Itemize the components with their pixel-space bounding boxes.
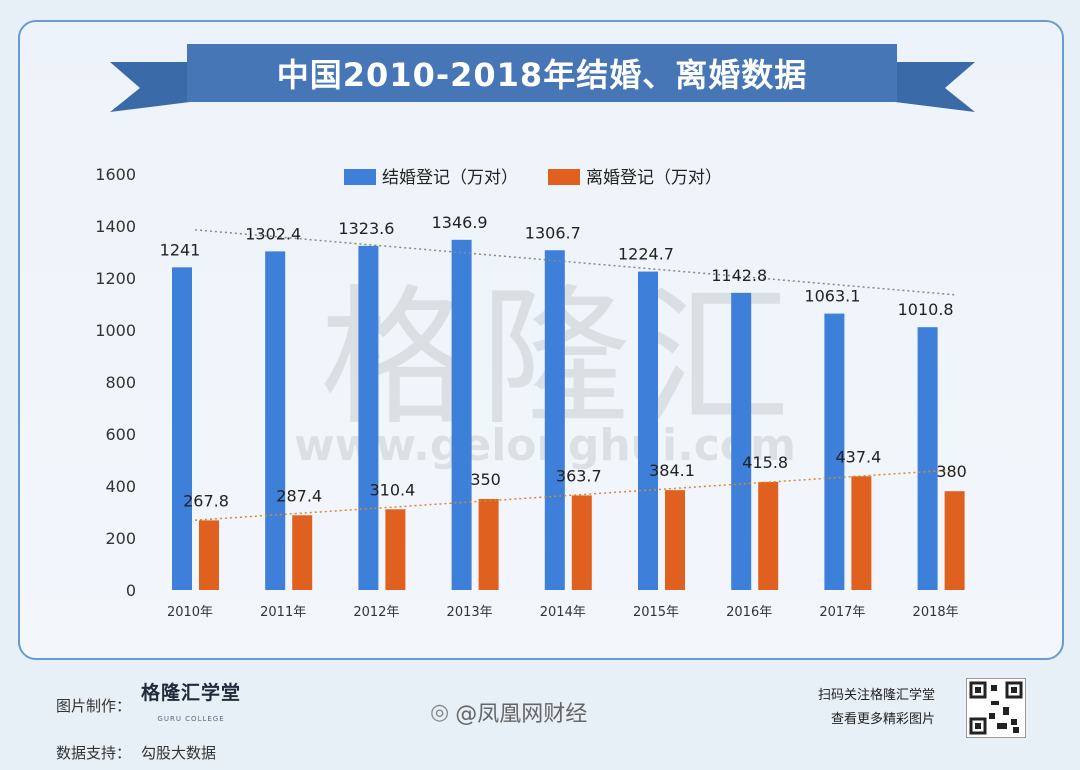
trendlines <box>194 229 956 521</box>
x-tick-label: 2011年 <box>260 605 306 620</box>
weibo-credit: ◎ @凤凰网财经 <box>430 696 587 728</box>
weibo-handle: @凤凰网财经 <box>455 702 588 727</box>
maker-brand-block: 格隆汇学堂 GURU COLLEGE <box>141 676 241 736</box>
x-tick-label: 2015年 <box>633 605 679 620</box>
divorce-value-label: 415.8 <box>742 453 788 472</box>
y-tick-label: 1000 <box>95 321 136 340</box>
x-tick-label: 2012年 <box>353 605 399 620</box>
divorce-value-label: 287.4 <box>276 486 322 505</box>
legend: 结婚登记（万对） 离婚登记（万对） <box>344 168 722 188</box>
marriage-value-label: 1010.8 <box>898 300 954 319</box>
qr-caption: 扫码关注格隆汇学堂 查看更多精彩图片 <box>818 684 935 732</box>
marriage-bar <box>917 327 938 590</box>
y-tick-label: 0 <box>126 581 136 600</box>
divorce-bar <box>199 520 219 590</box>
divorce-bar <box>571 495 592 590</box>
y-tick-label: 400 <box>105 477 136 496</box>
y-axis: 0 200 400 600 800 1000 1200 1400 1600 <box>95 165 136 600</box>
marriage-bar <box>358 245 379 590</box>
y-tick-label: 200 <box>105 529 136 548</box>
y-tick-label: 1200 <box>95 269 136 288</box>
divorce-value-label: 363.7 <box>556 466 602 485</box>
divorce-bar <box>385 509 406 590</box>
chart-canvas: 格隆汇 www.gelonghui.com 020040060080010001… <box>95 44 975 620</box>
y-tick-label: 600 <box>105 425 136 444</box>
y-tick-label: 1400 <box>95 217 136 236</box>
maker-brand-sub: GURU COLLEGE <box>157 715 225 723</box>
divorce-bar <box>292 515 313 590</box>
legend-marriage-swatch <box>344 169 376 185</box>
x-axis-labels: 2010年 2011年 2012年 2013年 2014年 2015年 2016年 2017年… <box>167 605 959 620</box>
footer-credits: 图片制作： 格隆汇学堂 GURU COLLEGE 数据支持： 勾股大数据 <box>56 676 241 770</box>
x-tick-label: 2014年 <box>540 605 586 620</box>
source-value: 勾股大数据 <box>141 744 217 762</box>
chart-frame <box>18 20 1064 660</box>
divorce-bar <box>478 499 499 590</box>
marriage-value-label: 1224.7 <box>618 245 674 264</box>
marriage-value-label: 1302.4 <box>245 224 301 243</box>
marriage-trendline <box>194 229 956 296</box>
marriage-bar <box>265 251 286 590</box>
marriage-value-label: 1306.7 <box>525 223 581 242</box>
divorce-bar <box>758 481 779 590</box>
marriage-bar <box>172 267 192 590</box>
y-tick-label: 800 <box>105 373 136 392</box>
maker-brand: 格隆汇学堂 <box>141 682 242 704</box>
x-tick-label: 2013年 <box>447 605 493 620</box>
divorce-value-label: 437.4 <box>835 447 881 466</box>
marriage-bar <box>638 271 658 590</box>
qr-line2: 查看更多精彩图片 <box>831 712 936 727</box>
legend-marriage-label: 结婚登记（万对） <box>382 168 518 188</box>
marriage-bar <box>824 313 845 590</box>
x-tick-label: 2016年 <box>726 605 772 620</box>
marriage-value-label: 1241 <box>160 240 201 259</box>
source-label: 数据支持： <box>56 744 132 762</box>
x-tick-label: 2018年 <box>913 605 959 620</box>
weibo-icon: ◎ <box>430 699 450 725</box>
divorce-value-label: 380 <box>936 462 967 481</box>
marriage-bar <box>731 292 752 590</box>
title-ribbon <box>110 44 975 112</box>
divorce-value-label: 384.1 <box>649 461 695 480</box>
marriage-value-label: 1346.9 <box>432 213 488 232</box>
marriage-value-label: 1063.1 <box>804 287 860 306</box>
marriage-value-label: 1323.6 <box>338 219 394 238</box>
x-tick-label: 2010年 <box>167 605 213 620</box>
marriage-bar <box>544 250 565 590</box>
legend-divorce-swatch <box>548 169 580 185</box>
value-labels: 1241 267.8 1302.4 287.4 1323.6 310.4 1346.9 350… <box>160 213 967 511</box>
divorce-trendline <box>194 469 956 521</box>
marriage-bar <box>451 239 472 590</box>
divorce-bar <box>944 491 965 590</box>
x-tick-label: 2017年 <box>819 605 865 620</box>
divorce-value-label: 310.4 <box>369 480 415 499</box>
divorce-value-label: 350 <box>470 470 501 489</box>
maker-label: 图片制作： <box>56 697 132 715</box>
divorce-bar <box>665 490 685 590</box>
qr-code-icon[interactable] <box>966 678 1026 738</box>
divorce-value-label: 267.8 <box>183 491 229 510</box>
legend-divorce-label: 离婚登记（万对） <box>586 168 722 188</box>
y-tick-label: 1600 <box>95 165 136 184</box>
qr-line1: 扫码关注格隆汇学堂 <box>818 688 936 703</box>
divorce-bar <box>851 476 872 590</box>
bars <box>172 239 965 590</box>
chart-title: 中国2010-2018年结婚、离婚数据 <box>276 56 808 94</box>
marriage-value-label: 1142.8 <box>711 266 767 285</box>
